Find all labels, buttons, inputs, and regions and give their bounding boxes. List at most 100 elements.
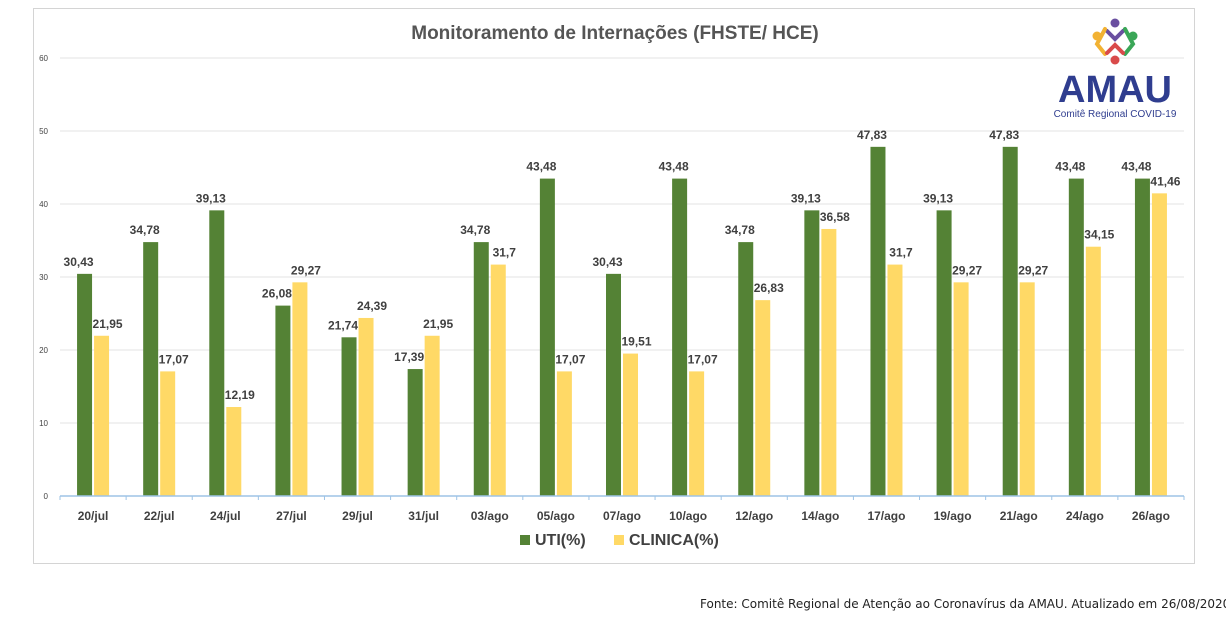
bar-clinica: [94, 335, 110, 496]
data-label-uti: 17,39: [394, 350, 424, 364]
data-label-uti: 39,13: [923, 191, 953, 205]
data-label-clinica: 17,07: [555, 352, 585, 366]
bar-uti: [738, 242, 754, 496]
y-tick-label: 20: [39, 346, 48, 355]
data-label-uti: 21,74: [328, 318, 358, 332]
data-label-clinica: 21,95: [423, 317, 453, 331]
bar-clinica: [755, 300, 771, 496]
bar-clinica: [556, 371, 572, 496]
y-tick-label: 60: [39, 54, 48, 63]
data-labels: 30,43 21,95 34,78 17,07 39,13 12,19 26,08 29,27…: [64, 128, 1181, 402]
bar-clinica: [490, 264, 506, 496]
bar-clinica: [1019, 282, 1035, 496]
x-tick-label: 19/ago: [934, 509, 972, 523]
x-tick-label: 29/jul: [342, 509, 373, 523]
bar-uti: [672, 178, 688, 496]
bars: [77, 146, 1167, 497]
data-label-uti: 30,43: [592, 255, 622, 269]
data-label-clinica: 17,07: [159, 352, 189, 366]
data-label-uti: 34,78: [130, 223, 160, 237]
x-tick-label: 27/jul: [276, 509, 307, 523]
x-tick-label: 24/ago: [1066, 509, 1104, 523]
data-label-uti: 34,78: [460, 223, 490, 237]
data-label-clinica: 41,46: [1150, 174, 1180, 188]
bar-clinica: [953, 282, 969, 496]
data-label-clinica: 31,7: [493, 246, 517, 260]
data-label-uti: 39,13: [791, 191, 821, 205]
x-tick-label: 07/ago: [603, 509, 641, 523]
bar-clinica: [358, 317, 374, 496]
bar-uti: [936, 210, 952, 496]
bar-uti: [473, 242, 489, 496]
bar-uti: [209, 210, 225, 496]
x-tick-label: 03/ago: [471, 509, 509, 523]
data-label-uti: 26,08: [262, 287, 292, 301]
data-label-clinica: 26,83: [754, 281, 784, 295]
bar-clinica: [1085, 246, 1101, 496]
x-tick-label: 22/jul: [144, 509, 175, 523]
data-label-uti: 39,13: [196, 191, 226, 205]
legend-label-clinica: CLINICA(%): [629, 532, 719, 549]
legend-label-uti: UTI(%): [535, 532, 586, 549]
x-tick-label: 26/ago: [1132, 509, 1170, 523]
data-label-uti: 47,83: [989, 128, 1019, 142]
legend-swatch-clinica: [614, 535, 624, 545]
chart-area: Monitoramento de Internações (FHSTE/ HCE…: [33, 8, 1195, 564]
data-label-uti: 34,78: [725, 223, 755, 237]
data-label-clinica: 36,58: [820, 210, 850, 224]
bar-uti: [606, 273, 621, 496]
bar-clinica: [821, 228, 837, 496]
y-tick-label: 40: [39, 200, 48, 209]
bar-uti: [77, 273, 93, 496]
data-label-uti: 43,48: [1121, 160, 1151, 174]
axes: 0 10 20 30 40 50 60 20/jul 22/jul 24/jul 27/jul 29/…: [39, 54, 1185, 523]
bar-uti: [1002, 146, 1018, 496]
y-tick-label: 10: [39, 419, 48, 428]
data-label-uti: 30,43: [64, 255, 94, 269]
bar-uti: [1134, 178, 1150, 496]
y-tick-label: 50: [39, 127, 48, 136]
data-label-clinica: 17,07: [688, 352, 718, 366]
bar-uti: [870, 146, 886, 496]
logo-name: AMAU: [1058, 69, 1172, 111]
y-tick-label: 0: [44, 492, 49, 501]
gridlines: [60, 57, 1184, 424]
data-label-clinica: 29,27: [952, 263, 982, 277]
data-label-uti: 43,48: [526, 160, 556, 174]
bar-uti: [539, 178, 555, 496]
bar-uti: [407, 369, 423, 496]
x-tick-label: 31/jul: [408, 509, 439, 523]
chart-svg: Monitoramento de Internações (FHSTE/ HCE…: [39, 18, 1185, 549]
logo-emblem-icon: [1092, 18, 1138, 65]
data-label-clinica: 29,27: [1018, 263, 1048, 277]
bar-clinica: [160, 371, 176, 496]
x-tick-label: 21/ago: [1000, 509, 1038, 523]
bar-clinica: [424, 335, 440, 496]
data-label-clinica: 12,19: [225, 388, 255, 402]
bar-uti: [275, 305, 291, 496]
x-tick-label: 05/ago: [537, 509, 575, 523]
x-tick-label: 20/jul: [78, 509, 109, 523]
x-tick-label: 14/ago: [801, 509, 839, 523]
data-label-uti: 47,83: [857, 128, 887, 142]
bar-clinica: [623, 353, 638, 496]
logo-subtitle: Comitê Regional COVID-19: [1054, 109, 1177, 120]
chart-title: Monitoramento de Internações (FHSTE/ HCE…: [411, 23, 818, 44]
x-tick-label: 24/jul: [210, 509, 241, 523]
bar-clinica: [1151, 193, 1167, 497]
data-label-clinica: 29,27: [291, 263, 321, 277]
data-label-clinica: 19,51: [621, 335, 651, 349]
data-label-clinica: 21,95: [93, 317, 123, 331]
legend-swatch-uti: [520, 535, 530, 545]
data-label-uti: 43,48: [659, 160, 689, 174]
bar-uti: [143, 242, 159, 496]
bar-uti: [804, 210, 820, 496]
source-note: Fonte: Comitê Regional de Atenção ao Cor…: [700, 597, 1226, 611]
bar-clinica: [887, 264, 903, 496]
bar-clinica: [226, 407, 242, 496]
bar-clinica: [689, 371, 705, 496]
amau-logo: AMAU Comitê Regional COVID-19: [1054, 18, 1177, 120]
bar-uti: [341, 337, 357, 496]
bar-clinica: [292, 282, 308, 496]
data-label-clinica: 31,7: [889, 246, 913, 260]
